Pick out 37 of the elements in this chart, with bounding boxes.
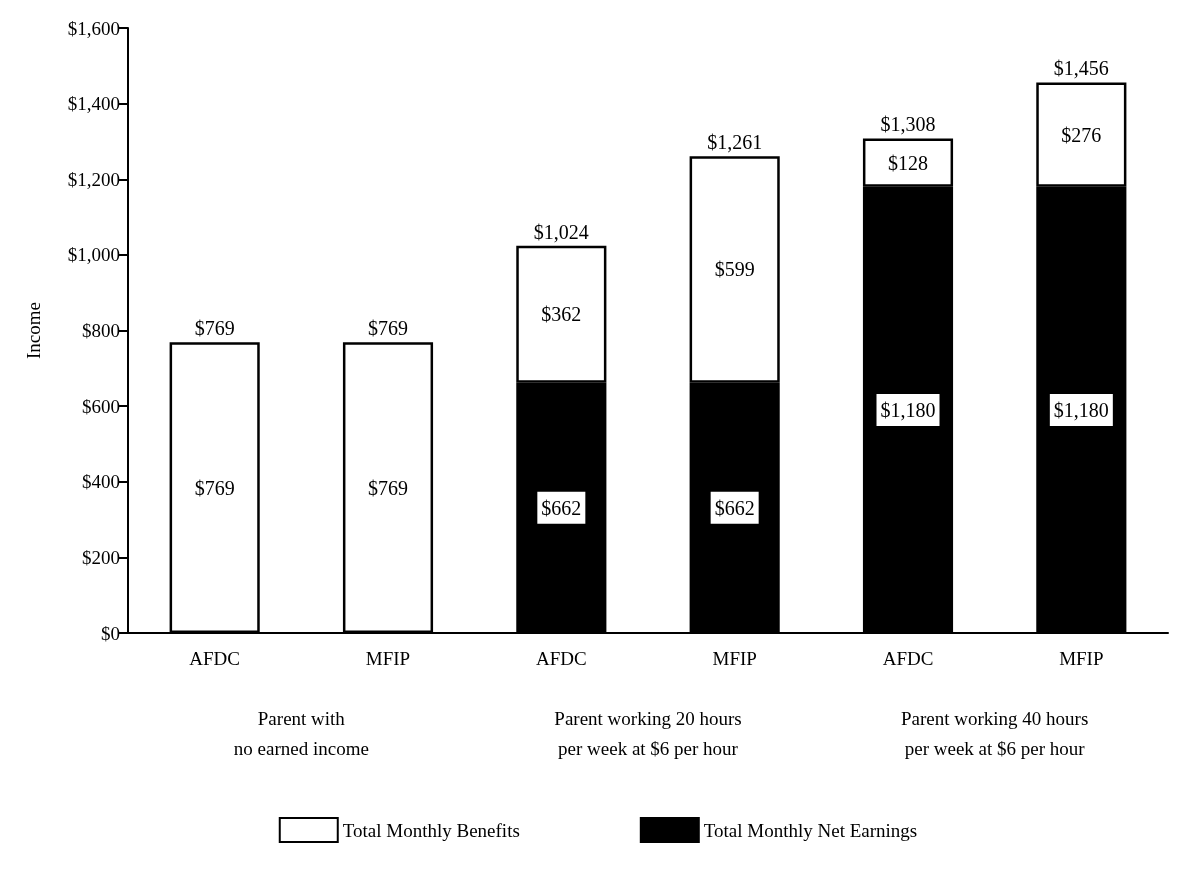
x-tick-label: MFIP — [712, 648, 757, 669]
y-tick-label: $1,600 — [67, 17, 120, 39]
total-label: $1,261 — [707, 131, 763, 154]
y-tick-label: $1,400 — [67, 93, 120, 115]
text: Parent with no earned income — [233, 707, 369, 759]
data-label: $769 — [194, 476, 235, 499]
y-axis-title: Income — [23, 302, 44, 359]
data-label: $662 — [541, 496, 582, 519]
x-tick-label: AFDC — [882, 648, 934, 669]
y-tick-label: $200 — [82, 546, 120, 568]
y-tick-label: $0 — [101, 622, 120, 644]
y-tick-label: $800 — [82, 320, 120, 341]
x-tick-label: AFDC — [535, 648, 587, 669]
total-label: $1,024 — [533, 220, 589, 243]
total-label: $1,308 — [880, 113, 936, 136]
y-tick-label: $600 — [82, 395, 120, 417]
data-label: $128 — [888, 151, 928, 174]
data-label: $769 — [368, 476, 408, 499]
y-tick-label: $1,000 — [67, 244, 120, 266]
text: Parent working 20 hours per week at $6 per hour — [554, 707, 742, 759]
x-tick-label: AFDC — [189, 648, 241, 669]
data-label: $1,180 — [880, 398, 936, 421]
data-label: $599 — [714, 258, 755, 281]
data-label: $362 — [541, 303, 582, 326]
legend-label: Total Monthly Benefits — [342, 819, 520, 841]
x-tick-label: MFIP — [1059, 648, 1104, 669]
total-label: $1,456 — [1053, 57, 1109, 80]
y-tick-label: $1,200 — [67, 168, 120, 190]
x-tick-label: MFIP — [365, 648, 411, 669]
data-label: $662 — [714, 496, 755, 519]
total-label: $769 — [368, 317, 408, 340]
data-label: $276 — [1061, 123, 1102, 146]
text: Parent working 40 hours per week at $6 per hour — [900, 707, 1089, 759]
total-label: $769 — [194, 317, 235, 340]
data-label: $1,180 — [1053, 398, 1109, 421]
legend-label: Total Monthly Net Earnings — [703, 819, 918, 841]
y-tick-label: $400 — [82, 471, 120, 493]
